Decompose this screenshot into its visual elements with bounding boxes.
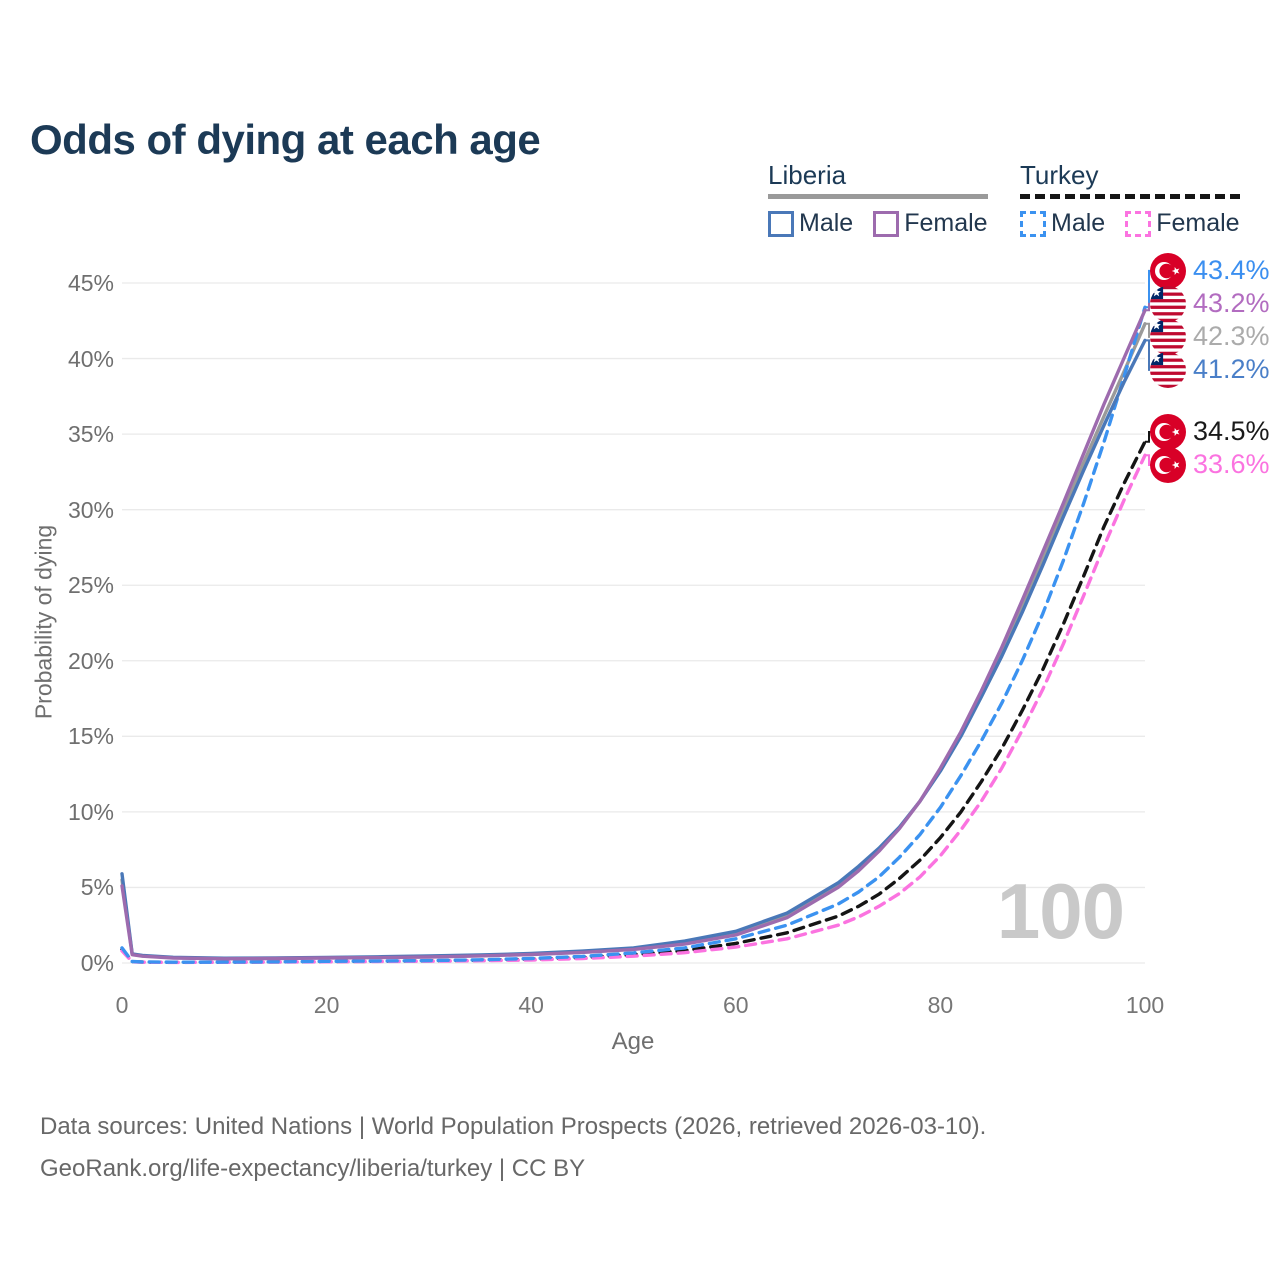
legend-item-liberia-male[interactable]: Male [768, 209, 853, 238]
page-title: Odds of dying at each age [30, 116, 541, 164]
end-label-value: 33.6% [1193, 449, 1270, 480]
y-tick-label: 20% [67, 647, 114, 674]
y-tick-label: 0% [80, 950, 114, 976]
legend-underline-dashed [1020, 194, 1240, 199]
footer: Data sources: United Nations | World Pop… [40, 1106, 986, 1190]
legend-group-liberia: Liberia Male Female [768, 160, 988, 238]
turkey-male-swatch-icon [1020, 210, 1046, 237]
liberia-female-swatch-icon [873, 210, 900, 237]
x-axis-title: Age [611, 1028, 655, 1055]
legend-header-turkey: Turkey [1020, 160, 1099, 190]
turkey-flag-icon [1150, 446, 1186, 483]
legend-underline-solid [768, 194, 988, 199]
x-tick-label: 20 [313, 992, 340, 1018]
legend-item-label: Female [1156, 209, 1240, 237]
series-line-turkey-all [120, 440, 1147, 964]
legend-item-turkey-female[interactable]: Female [1125, 209, 1240, 238]
liberia-flag-icon [1150, 318, 1186, 355]
x-tick-label: 40 [518, 992, 544, 1018]
end-label-liberia-female: 43.2% [1150, 285, 1270, 322]
footer-data-sources: Data sources: United Nations | World Pop… [40, 1113, 987, 1140]
y-tick-label: 15% [67, 723, 114, 750]
turkey-flag-icon [1150, 413, 1186, 450]
legend-header-liberia: Liberia [768, 160, 847, 190]
end-label-value: 41.2% [1193, 354, 1270, 385]
x-tick-label: 100 [1125, 992, 1165, 1018]
y-axis-title: Probability of dying [30, 524, 57, 720]
liberia-male-swatch-icon [768, 210, 794, 237]
legend-item-label: Male [1051, 209, 1106, 237]
end-label-value: 43.4% [1193, 255, 1270, 286]
x-tick-label: 80 [927, 992, 954, 1018]
end-label-liberia-male: 41.2% [1150, 351, 1270, 388]
series-line-liberia-all [120, 322, 1147, 961]
x-tick-label: 60 [723, 992, 749, 1018]
footer-attribution: GeoRank.org/life-expectancy/liberia/turk… [40, 1155, 586, 1182]
series-line-turkey-male [120, 305, 1147, 964]
legend-item-label: Male [799, 209, 854, 237]
end-label-turkey-female: 33.6% [1150, 446, 1270, 483]
legend-item-turkey-male[interactable]: Male [1020, 209, 1105, 238]
liberia-flag-icon [1150, 285, 1186, 322]
series-line-turkey-female [120, 453, 1147, 965]
y-tick-label: 45% [67, 270, 114, 296]
y-tick-label: 25% [67, 572, 114, 599]
age-counter-watermark: 100 [996, 867, 1125, 955]
series-line-liberia-female [120, 308, 1147, 961]
y-tick-label: 30% [67, 496, 114, 523]
turkey-flag-icon [1150, 252, 1186, 289]
legend-group-turkey: Turkey Male Female [1020, 160, 1240, 238]
end-label-turkey-all: 34.5% [1150, 413, 1270, 450]
turkey-female-swatch-icon [1125, 210, 1152, 237]
end-label-turkey-male: 43.4% [1150, 252, 1270, 289]
series-line-liberia-male [120, 338, 1147, 960]
y-tick-label: 10% [67, 798, 114, 825]
end-label-liberia-all: 42.3% [1150, 318, 1270, 355]
y-tick-label: 40% [67, 345, 114, 372]
y-tick-label: 5% [80, 874, 114, 901]
liberia-flag-icon [1150, 351, 1186, 388]
end-label-value: 42.3% [1193, 321, 1270, 352]
legend-item-liberia-female[interactable]: Female [873, 209, 988, 238]
legend-item-label: Female [904, 209, 988, 237]
y-tick-label: 35% [67, 421, 114, 448]
x-tick-label: 0 [115, 992, 129, 1018]
end-label-value: 34.5% [1193, 416, 1270, 447]
end-label-value: 43.2% [1193, 288, 1270, 319]
